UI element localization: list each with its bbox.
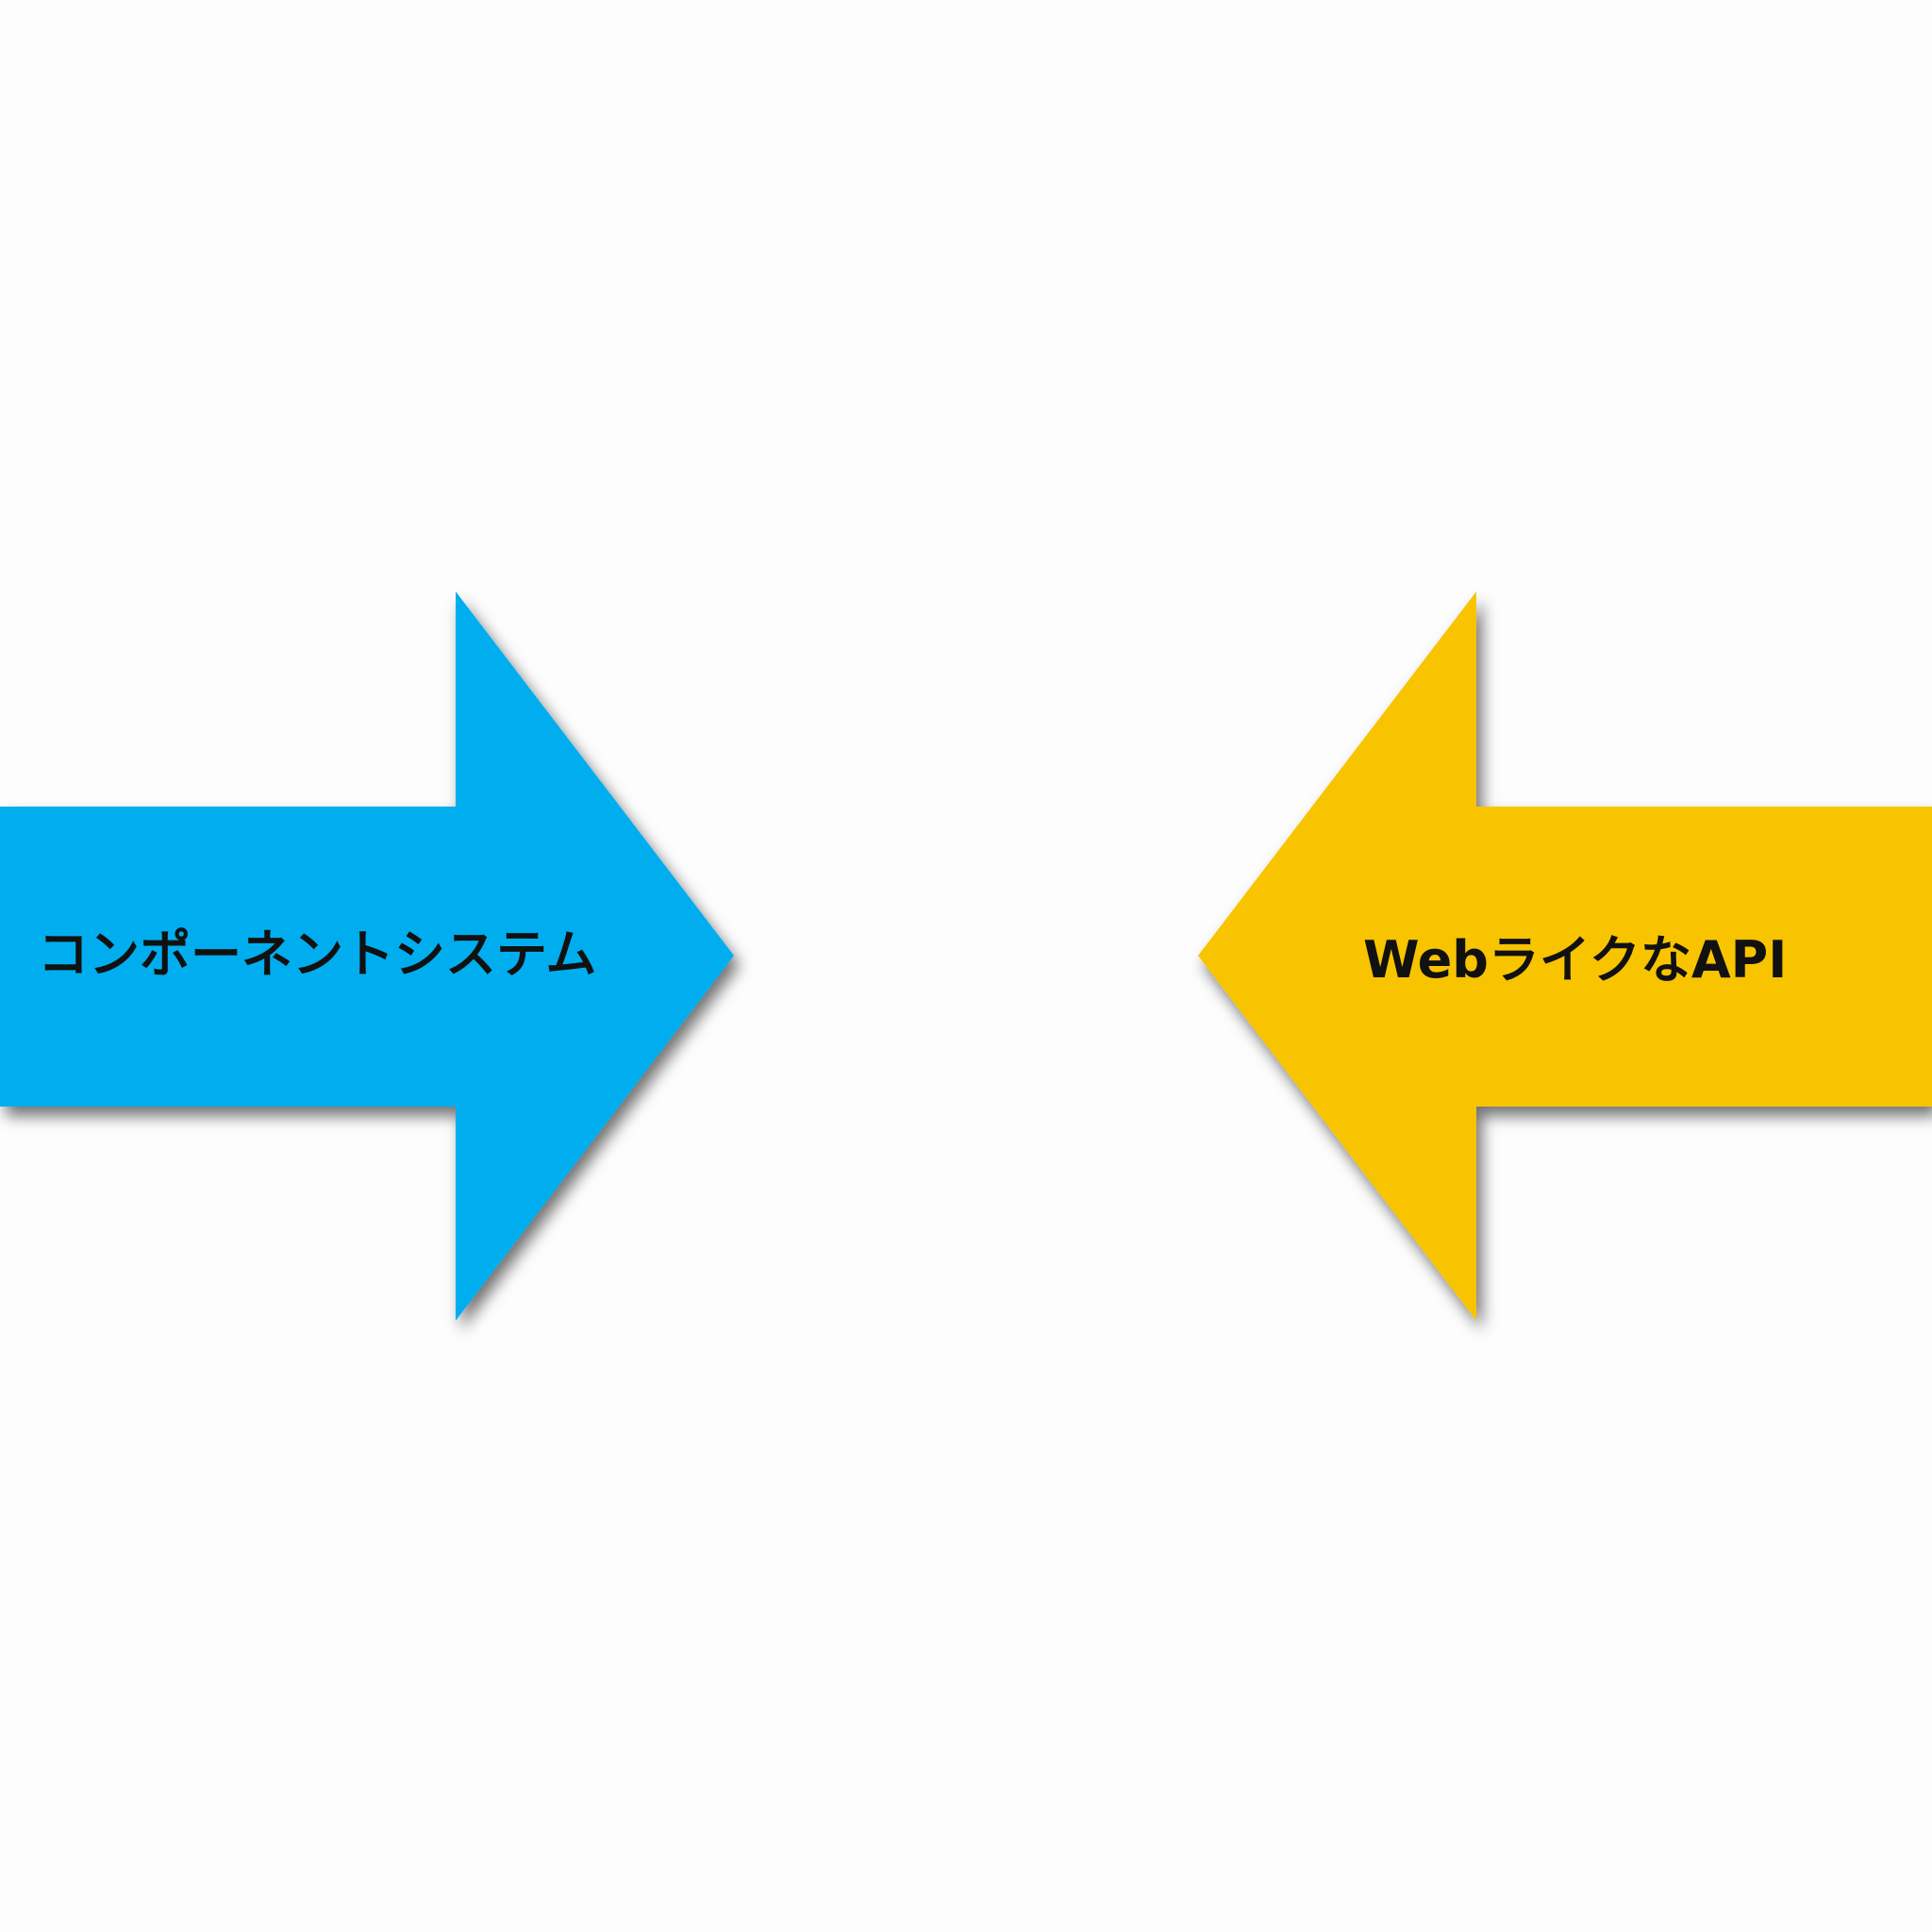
arrow-left-pointing-yellow [1198, 591, 1932, 1321]
arrow-right-pointing-blue [0, 591, 734, 1321]
component-system-label: コンポーネントシステム [38, 924, 597, 984]
web-like-api-label: WebライクなAPI [1363, 930, 1788, 990]
